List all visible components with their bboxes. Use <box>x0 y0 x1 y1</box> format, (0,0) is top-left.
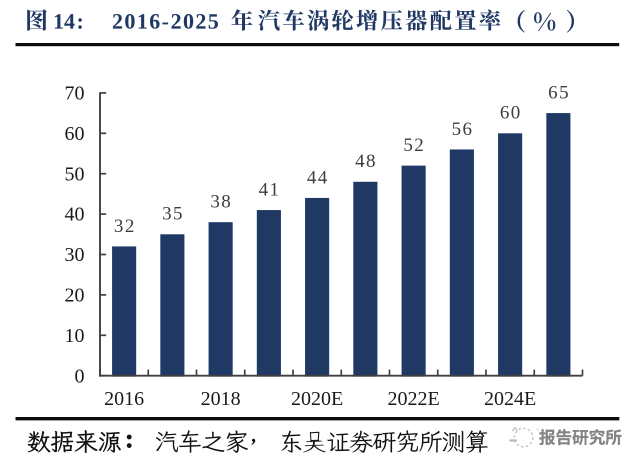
svg-text:65: 65 <box>548 83 570 104</box>
svg-text:32: 32 <box>114 216 136 237</box>
svg-text:52: 52 <box>403 135 425 156</box>
svg-text:41: 41 <box>259 179 281 200</box>
svg-text:60: 60 <box>65 123 85 145</box>
svg-text:20: 20 <box>65 285 85 307</box>
svg-text:38: 38 <box>210 192 232 213</box>
svg-text:30: 30 <box>65 244 85 266</box>
svg-text:2024E: 2024E <box>484 388 536 410</box>
svg-text:56: 56 <box>452 119 474 140</box>
svg-text:48: 48 <box>355 151 377 172</box>
svg-text:0: 0 <box>75 365 85 387</box>
svg-text:50: 50 <box>65 163 85 185</box>
svg-text:2022E: 2022E <box>388 388 440 410</box>
svg-text:2016: 2016 <box>104 388 144 410</box>
svg-text:70: 70 <box>65 83 85 105</box>
svg-text:35: 35 <box>162 204 184 225</box>
svg-text:60: 60 <box>500 103 522 124</box>
svg-text:44: 44 <box>307 167 329 188</box>
svg-text:40: 40 <box>65 204 85 226</box>
svg-text:2020E: 2020E <box>291 388 343 410</box>
svg-text:10: 10 <box>65 325 85 347</box>
svg-text:2018: 2018 <box>201 388 241 410</box>
